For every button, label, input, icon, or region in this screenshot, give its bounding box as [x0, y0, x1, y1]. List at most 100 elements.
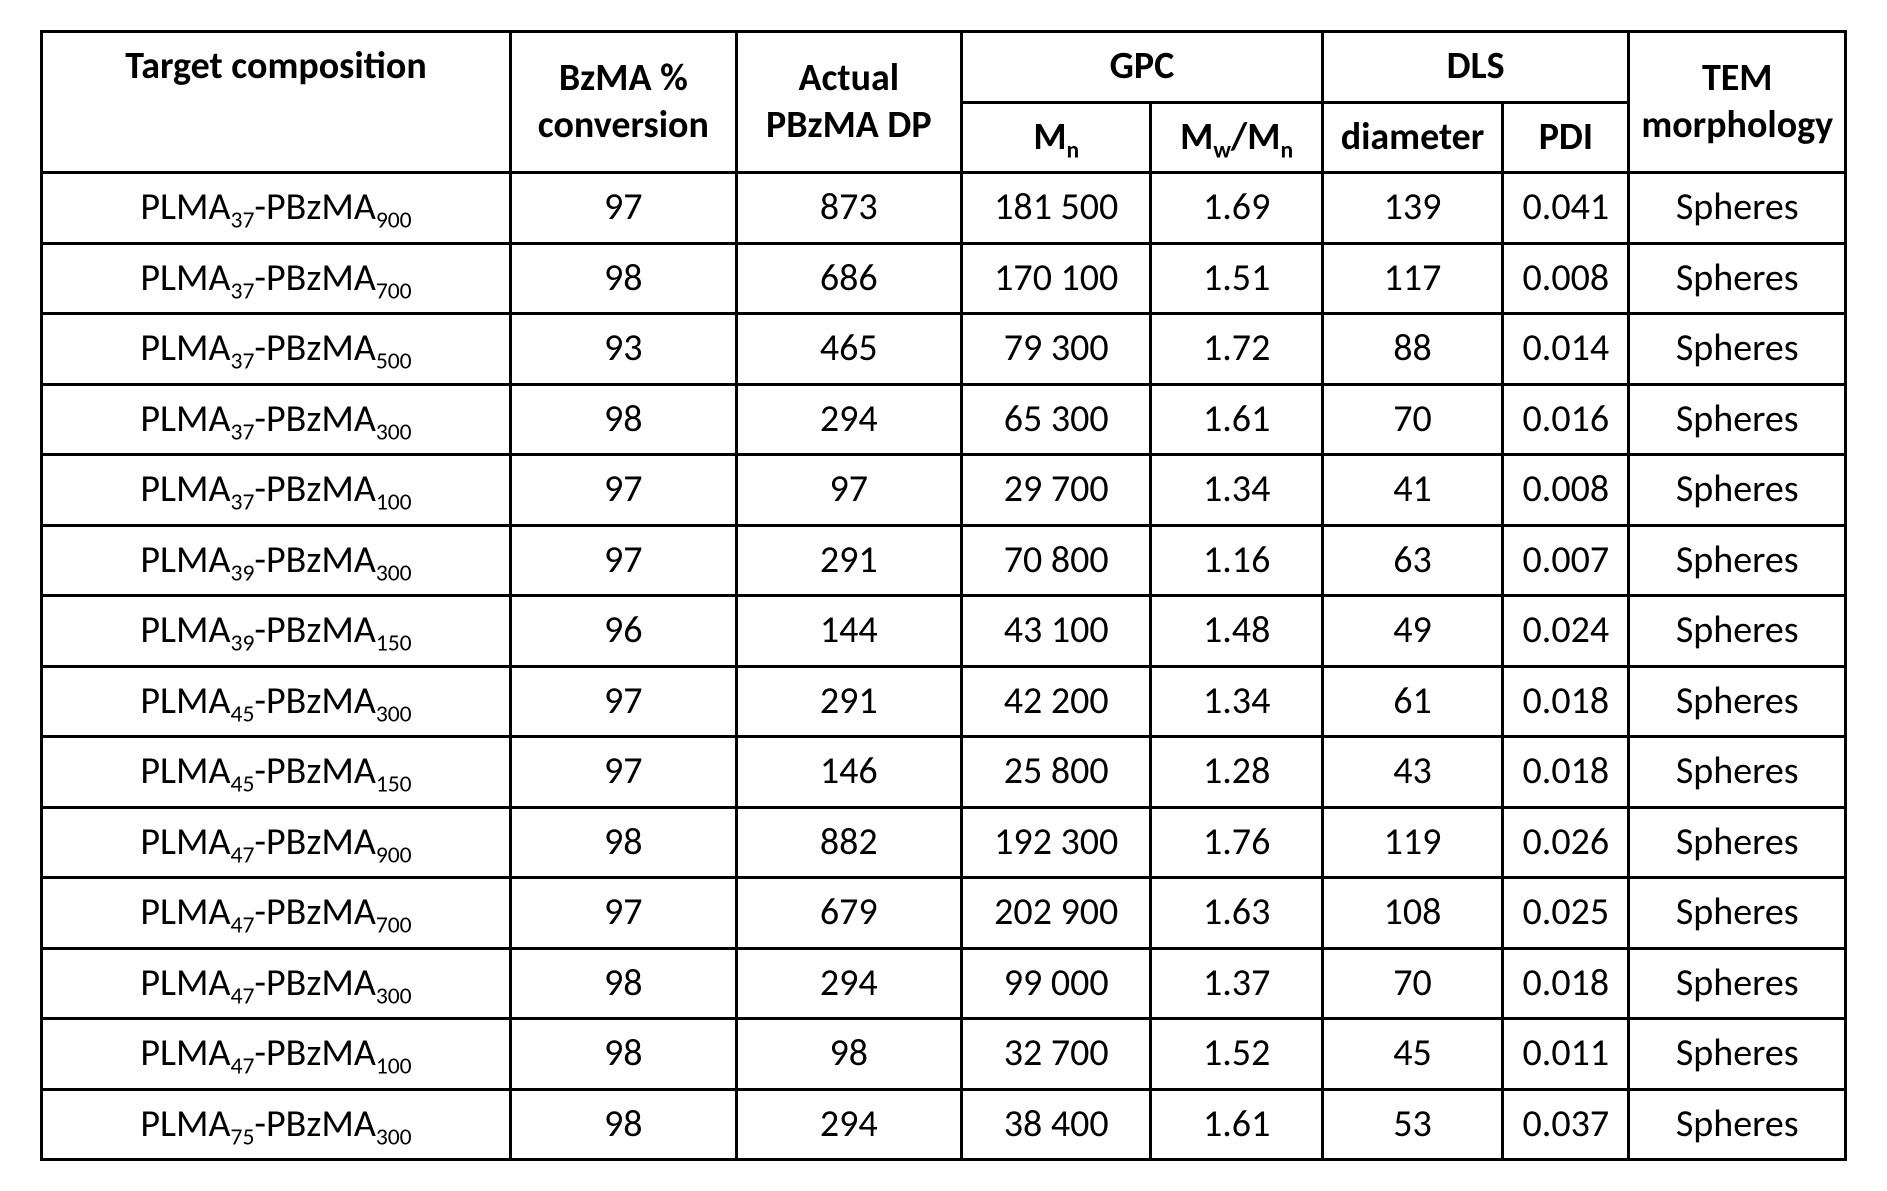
cell-dls-pdi: 0.008 [1503, 243, 1629, 314]
table-header: Target composition BzMA % conversion Act… [42, 32, 1846, 173]
cell-gpc-mn: 70 800 [962, 525, 1151, 596]
cell-actual-pbzma-dp: 291 [736, 525, 962, 596]
col-gpc-mn: Mn [962, 102, 1151, 173]
cell-gpc-mw-mn: 1.76 [1151, 807, 1322, 878]
cell-tem-morphology: Spheres [1629, 807, 1846, 878]
cell-bzma-conversion: 93 [511, 314, 737, 385]
cell-target-composition: PLMA75-PBzMA300 [42, 1089, 511, 1160]
cell-bzma-conversion: 96 [511, 596, 737, 667]
col-gpc-group: GPC [962, 32, 1323, 103]
cell-tem-morphology: Spheres [1629, 1089, 1846, 1160]
cell-bzma-conversion: 97 [511, 878, 737, 949]
cell-target-composition: PLMA47-PBzMA900 [42, 807, 511, 878]
table-body: PLMA37-PBzMA90097873181 5001.691390.041S… [42, 173, 1846, 1160]
cell-target-composition: PLMA47-PBzMA300 [42, 948, 511, 1019]
cell-dls-diameter: 43 [1322, 737, 1502, 808]
cell-dls-pdi: 0.026 [1503, 807, 1629, 878]
cell-gpc-mw-mn: 1.37 [1151, 948, 1322, 1019]
col-dls-pdi: PDI [1503, 102, 1629, 173]
col-dls-group: DLS [1322, 32, 1629, 103]
col-bzma-conversion: BzMA % conversion [511, 32, 737, 173]
table-row: PLMA37-PBzMA70098686170 1001.511170.008S… [42, 243, 1846, 314]
cell-gpc-mn: 43 100 [962, 596, 1151, 667]
cell-gpc-mn: 202 900 [962, 878, 1151, 949]
cell-dls-diameter: 41 [1322, 455, 1502, 526]
cell-dls-diameter: 70 [1322, 948, 1502, 1019]
cell-gpc-mw-mn: 1.34 [1151, 455, 1322, 526]
cell-dls-diameter: 63 [1322, 525, 1502, 596]
cell-bzma-conversion: 98 [511, 384, 737, 455]
cell-actual-pbzma-dp: 98 [736, 1019, 962, 1090]
table-row: PLMA37-PBzMA100979729 7001.34410.008Sphe… [42, 455, 1846, 526]
cell-gpc-mn: 38 400 [962, 1089, 1151, 1160]
cell-dls-pdi: 0.008 [1503, 455, 1629, 526]
table-row: PLMA47-PBzMA70097679202 9001.631080.025S… [42, 878, 1846, 949]
cell-target-composition: PLMA37-PBzMA700 [42, 243, 511, 314]
cell-dls-pdi: 0.037 [1503, 1089, 1629, 1160]
cell-target-composition: PLMA39-PBzMA150 [42, 596, 511, 667]
col-tem-morphology: TEM morphology [1629, 32, 1846, 173]
col-actual-pbzma-dp: Actual PBzMA DP [736, 32, 962, 173]
cell-dls-pdi: 0.025 [1503, 878, 1629, 949]
cell-dls-diameter: 117 [1322, 243, 1502, 314]
cell-actual-pbzma-dp: 294 [736, 384, 962, 455]
table-row: PLMA37-PBzMA90097873181 5001.691390.041S… [42, 173, 1846, 244]
table-container: Target composition BzMA % conversion Act… [0, 0, 1887, 1191]
cell-tem-morphology: Spheres [1629, 455, 1846, 526]
cell-dls-pdi: 0.041 [1503, 173, 1629, 244]
cell-gpc-mn: 42 200 [962, 666, 1151, 737]
cell-bzma-conversion: 98 [511, 243, 737, 314]
cell-tem-morphology: Spheres [1629, 948, 1846, 1019]
cell-gpc-mw-mn: 1.61 [1151, 1089, 1322, 1160]
cell-dls-pdi: 0.011 [1503, 1019, 1629, 1090]
cell-gpc-mw-mn: 1.63 [1151, 878, 1322, 949]
table-row: PLMA37-PBzMA3009829465 3001.61700.016Sph… [42, 384, 1846, 455]
cell-bzma-conversion: 98 [511, 1089, 737, 1160]
cell-gpc-mw-mn: 1.28 [1151, 737, 1322, 808]
cell-gpc-mn: 79 300 [962, 314, 1151, 385]
table-row: PLMA37-PBzMA5009346579 3001.72880.014Sph… [42, 314, 1846, 385]
cell-target-composition: PLMA39-PBzMA300 [42, 525, 511, 596]
cell-actual-pbzma-dp: 465 [736, 314, 962, 385]
cell-tem-morphology: Spheres [1629, 737, 1846, 808]
cell-gpc-mw-mn: 1.61 [1151, 384, 1322, 455]
cell-target-composition: PLMA37-PBzMA500 [42, 314, 511, 385]
cell-dls-diameter: 49 [1322, 596, 1502, 667]
cell-target-composition: PLMA47-PBzMA700 [42, 878, 511, 949]
cell-dls-pdi: 0.018 [1503, 737, 1629, 808]
cell-target-composition: PLMA45-PBzMA300 [42, 666, 511, 737]
cell-dls-diameter: 139 [1322, 173, 1502, 244]
cell-tem-morphology: Spheres [1629, 878, 1846, 949]
cell-gpc-mw-mn: 1.69 [1151, 173, 1322, 244]
cell-tem-morphology: Spheres [1629, 384, 1846, 455]
cell-actual-pbzma-dp: 686 [736, 243, 962, 314]
cell-bzma-conversion: 97 [511, 737, 737, 808]
cell-gpc-mw-mn: 1.16 [1151, 525, 1322, 596]
cell-target-composition: PLMA37-PBzMA900 [42, 173, 511, 244]
cell-gpc-mn: 32 700 [962, 1019, 1151, 1090]
cell-target-composition: PLMA47-PBzMA100 [42, 1019, 511, 1090]
cell-dls-diameter: 61 [1322, 666, 1502, 737]
table-row: PLMA39-PBzMA3009729170 8001.16630.007Sph… [42, 525, 1846, 596]
cell-bzma-conversion: 98 [511, 948, 737, 1019]
cell-actual-pbzma-dp: 294 [736, 948, 962, 1019]
cell-gpc-mn: 192 300 [962, 807, 1151, 878]
cell-actual-pbzma-dp: 144 [736, 596, 962, 667]
cell-bzma-conversion: 97 [511, 173, 737, 244]
table-row: PLMA47-PBzMA100989832 7001.52450.011Sphe… [42, 1019, 1846, 1090]
col-gpc-mw-mn: Mw/Mn [1151, 102, 1322, 173]
cell-bzma-conversion: 97 [511, 455, 737, 526]
cell-bzma-conversion: 98 [511, 807, 737, 878]
cell-gpc-mw-mn: 1.52 [1151, 1019, 1322, 1090]
cell-tem-morphology: Spheres [1629, 525, 1846, 596]
cell-dls-diameter: 119 [1322, 807, 1502, 878]
cell-bzma-conversion: 98 [511, 1019, 737, 1090]
cell-gpc-mw-mn: 1.48 [1151, 596, 1322, 667]
cell-dls-pdi: 0.014 [1503, 314, 1629, 385]
table-row: PLMA75-PBzMA3009829438 4001.61530.037Sph… [42, 1089, 1846, 1160]
cell-gpc-mn: 181 500 [962, 173, 1151, 244]
cell-actual-pbzma-dp: 146 [736, 737, 962, 808]
col-target-composition: Target composition [42, 32, 511, 173]
cell-actual-pbzma-dp: 291 [736, 666, 962, 737]
cell-tem-morphology: Spheres [1629, 243, 1846, 314]
